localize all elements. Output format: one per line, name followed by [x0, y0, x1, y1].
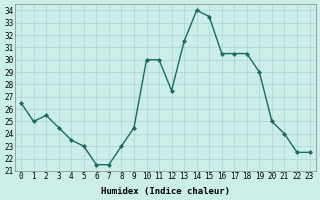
X-axis label: Humidex (Indice chaleur): Humidex (Indice chaleur)	[101, 187, 230, 196]
